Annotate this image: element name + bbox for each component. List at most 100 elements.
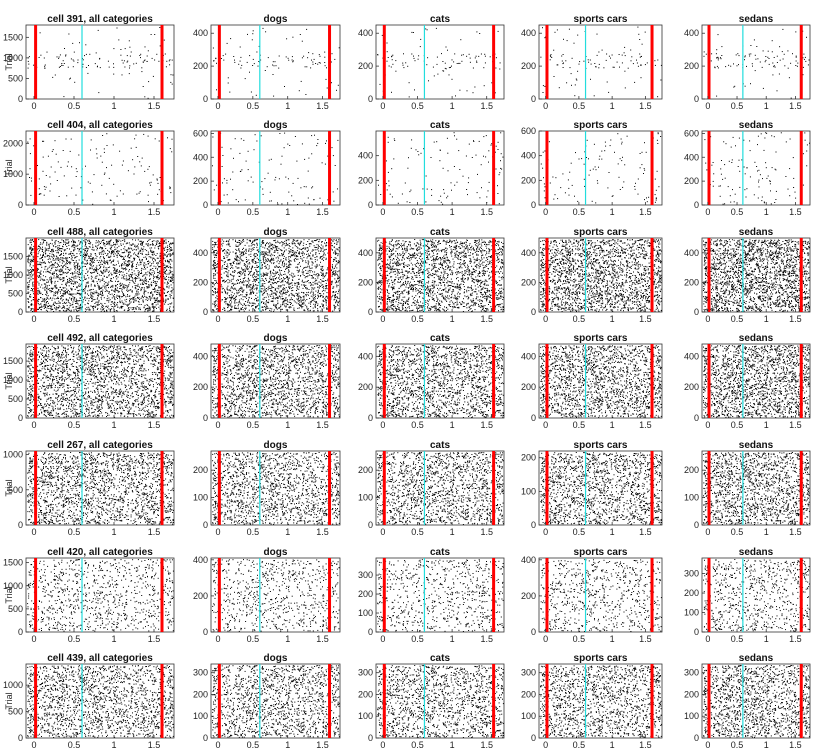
spike [157,268,159,270]
spike [385,183,387,185]
spike [254,263,256,264]
spike [78,279,80,280]
spike [43,240,45,241]
spike [57,307,59,308]
spike [121,252,123,254]
spike [148,201,149,203]
spike [306,276,308,278]
spike [60,250,62,252]
spike [66,267,68,269]
spike [107,284,109,285]
spike [303,239,305,241]
spike [263,301,265,303]
spike [51,299,53,301]
spike [117,302,119,303]
spike [497,185,498,187]
spike [238,271,240,273]
spike [153,265,155,267]
spike [393,158,395,160]
spike [113,66,115,68]
spike [644,169,646,171]
spike [553,49,555,51]
spike [97,248,98,249]
spike [166,269,167,271]
spike [413,57,415,59]
spike [336,89,337,91]
spike [90,275,92,277]
spike [44,266,46,268]
spike [253,254,255,256]
spike [135,249,137,251]
spike [45,293,47,295]
spike [82,289,84,291]
spike [238,289,239,291]
spike [66,282,68,284]
spike [90,253,92,255]
spike [86,268,88,270]
spike [96,275,98,277]
spike [88,240,90,242]
spike [153,274,154,276]
spike [322,251,324,252]
spike [129,269,130,271]
spike [139,191,141,193]
spike [115,276,117,278]
spike [337,260,339,262]
spike [123,264,125,266]
spike [135,308,137,310]
spike [105,288,107,290]
spike [571,84,572,86]
spike [61,248,63,249]
spike [71,280,73,282]
spike [88,258,90,259]
spike [50,276,52,278]
spike [609,145,611,147]
spike [639,167,641,169]
spike [232,267,234,269]
spike [287,57,289,59]
spike [61,64,63,66]
spike [240,294,241,296]
spike [169,307,170,309]
spike [52,264,53,266]
spike [575,152,576,154]
spike [55,269,57,271]
spike [91,300,93,302]
spike [172,74,174,76]
spike [133,282,135,284]
spike [103,269,105,271]
plot-area [375,130,505,206]
spike [77,244,79,246]
spike [67,161,69,163]
spike [156,294,158,295]
spike [159,266,161,268]
spike [169,64,171,66]
spike [51,250,53,252]
spike [66,242,67,244]
spike [100,288,102,290]
spike [155,297,157,299]
spike [554,31,556,33]
spike [497,149,499,150]
spike [42,300,44,302]
spike [58,196,60,197]
spike [48,266,50,268]
spike [79,289,81,291]
spike [113,290,115,292]
spike [129,257,131,259]
spike [252,181,254,183]
spike [447,152,449,154]
spike [636,62,638,64]
spike [774,66,776,68]
spike [143,265,145,267]
spike [728,64,730,66]
spike [70,311,72,312]
spike [591,200,593,202]
spike [138,192,140,194]
spike [229,303,231,305]
spike [170,271,172,273]
spike [806,150,808,152]
y-tick-label: 500 [8,73,23,83]
spike [159,245,161,247]
spike [66,273,68,274]
